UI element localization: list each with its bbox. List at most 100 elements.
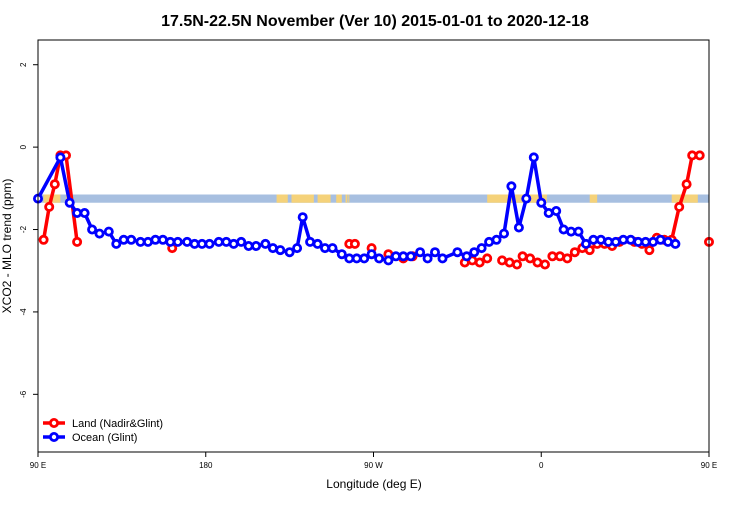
data-point — [366, 249, 377, 260]
x-tick-label: 0 — [539, 461, 544, 470]
data-point — [275, 245, 286, 256]
data-point — [327, 243, 338, 254]
data-point — [204, 238, 215, 249]
data-point — [573, 226, 584, 237]
data-point — [536, 197, 547, 208]
y-tick-label: -4 — [19, 308, 28, 316]
data-point — [284, 247, 295, 258]
data-point — [312, 238, 323, 249]
data-point — [422, 253, 433, 264]
x-tick-label: 180 — [199, 461, 213, 470]
data-point — [383, 255, 394, 266]
data-point — [476, 243, 487, 254]
data-point — [79, 207, 90, 218]
legend-marker — [49, 431, 60, 442]
data-point — [551, 205, 562, 216]
data-point — [543, 207, 554, 218]
data-point — [461, 251, 472, 262]
data-point — [359, 253, 370, 264]
data-point — [482, 253, 493, 264]
data-point — [228, 238, 239, 249]
legend-label: Land (Nadir&Glint) — [72, 418, 163, 430]
legend-item: Land (Nadir&Glint) — [43, 417, 163, 430]
chart-title: 17.5N-22.5N November (Ver 10) 2015-01-01… — [161, 13, 589, 30]
data-point — [49, 179, 60, 190]
y-axis-label: XCO2 - MLO trend (ppm) — [0, 179, 14, 314]
data-point — [532, 257, 543, 268]
data-point — [236, 236, 247, 247]
land-band-segment — [671, 194, 698, 203]
y-tick-label: 2 — [19, 62, 28, 67]
data-point — [349, 238, 360, 249]
data-point — [437, 253, 448, 264]
data-point — [87, 224, 98, 235]
land-band-segment — [276, 194, 288, 203]
data-point — [674, 201, 685, 212]
data-point — [562, 253, 573, 264]
data-point — [38, 234, 49, 245]
data-point — [126, 234, 137, 245]
series-layer — [33, 150, 715, 270]
data-point — [415, 247, 426, 258]
data-point — [64, 197, 75, 208]
data-point — [72, 236, 83, 247]
data-point — [513, 222, 524, 233]
legend: Land (Nadir&Glint) Ocean (Glint) — [43, 417, 163, 444]
data-point — [491, 234, 502, 245]
data-point — [55, 152, 66, 163]
land-ocean-band — [38, 194, 709, 203]
data-point — [292, 243, 303, 254]
data-point — [540, 259, 551, 270]
x-axis-label: Longitude (deg E) — [326, 477, 421, 491]
legend-label: Ocean (Glint) — [72, 432, 137, 444]
data-point — [521, 193, 532, 204]
data-point — [297, 212, 308, 223]
data-point — [644, 245, 655, 256]
data-point — [103, 226, 114, 237]
data-point — [512, 259, 523, 270]
y-tick-label: -2 — [19, 225, 28, 233]
data-point — [111, 238, 122, 249]
data-point — [94, 228, 105, 239]
data-point — [44, 201, 55, 212]
series-0 — [38, 150, 715, 270]
y-tick-label: -6 — [19, 390, 28, 398]
data-point — [336, 249, 347, 260]
data-point — [528, 152, 539, 163]
data-point — [581, 238, 592, 249]
data-point — [694, 150, 705, 161]
y-axis: 2 0 -2 -4 -6 — [19, 62, 38, 398]
land-band-segment — [589, 194, 598, 203]
data-point — [182, 236, 193, 247]
data-point — [172, 236, 183, 247]
data-point — [670, 238, 681, 249]
data-point — [374, 253, 385, 264]
data-point — [474, 257, 485, 268]
legend-marker — [49, 417, 60, 428]
data-point — [681, 179, 692, 190]
data-point — [525, 253, 536, 264]
land-band-segment — [348, 194, 350, 203]
land-band-segment — [345, 194, 348, 203]
data-point — [260, 238, 271, 249]
data-point — [305, 236, 316, 247]
data-point — [251, 240, 262, 251]
land-band-segment — [487, 194, 547, 203]
data-point — [405, 251, 416, 262]
data-point — [469, 247, 480, 258]
land-band-segment — [317, 194, 331, 203]
legend-item: Ocean (Glint) — [43, 431, 137, 444]
land-band-segment — [336, 194, 342, 203]
x-tick-label: 90 E — [701, 461, 717, 470]
data-point — [452, 247, 463, 258]
data-point — [569, 247, 580, 258]
y-tick-label: 0 — [19, 144, 28, 149]
ocean-band — [38, 194, 709, 203]
series-1 — [33, 152, 681, 266]
land-band-segment — [291, 194, 314, 203]
data-point — [429, 247, 440, 258]
data-point — [498, 228, 509, 239]
